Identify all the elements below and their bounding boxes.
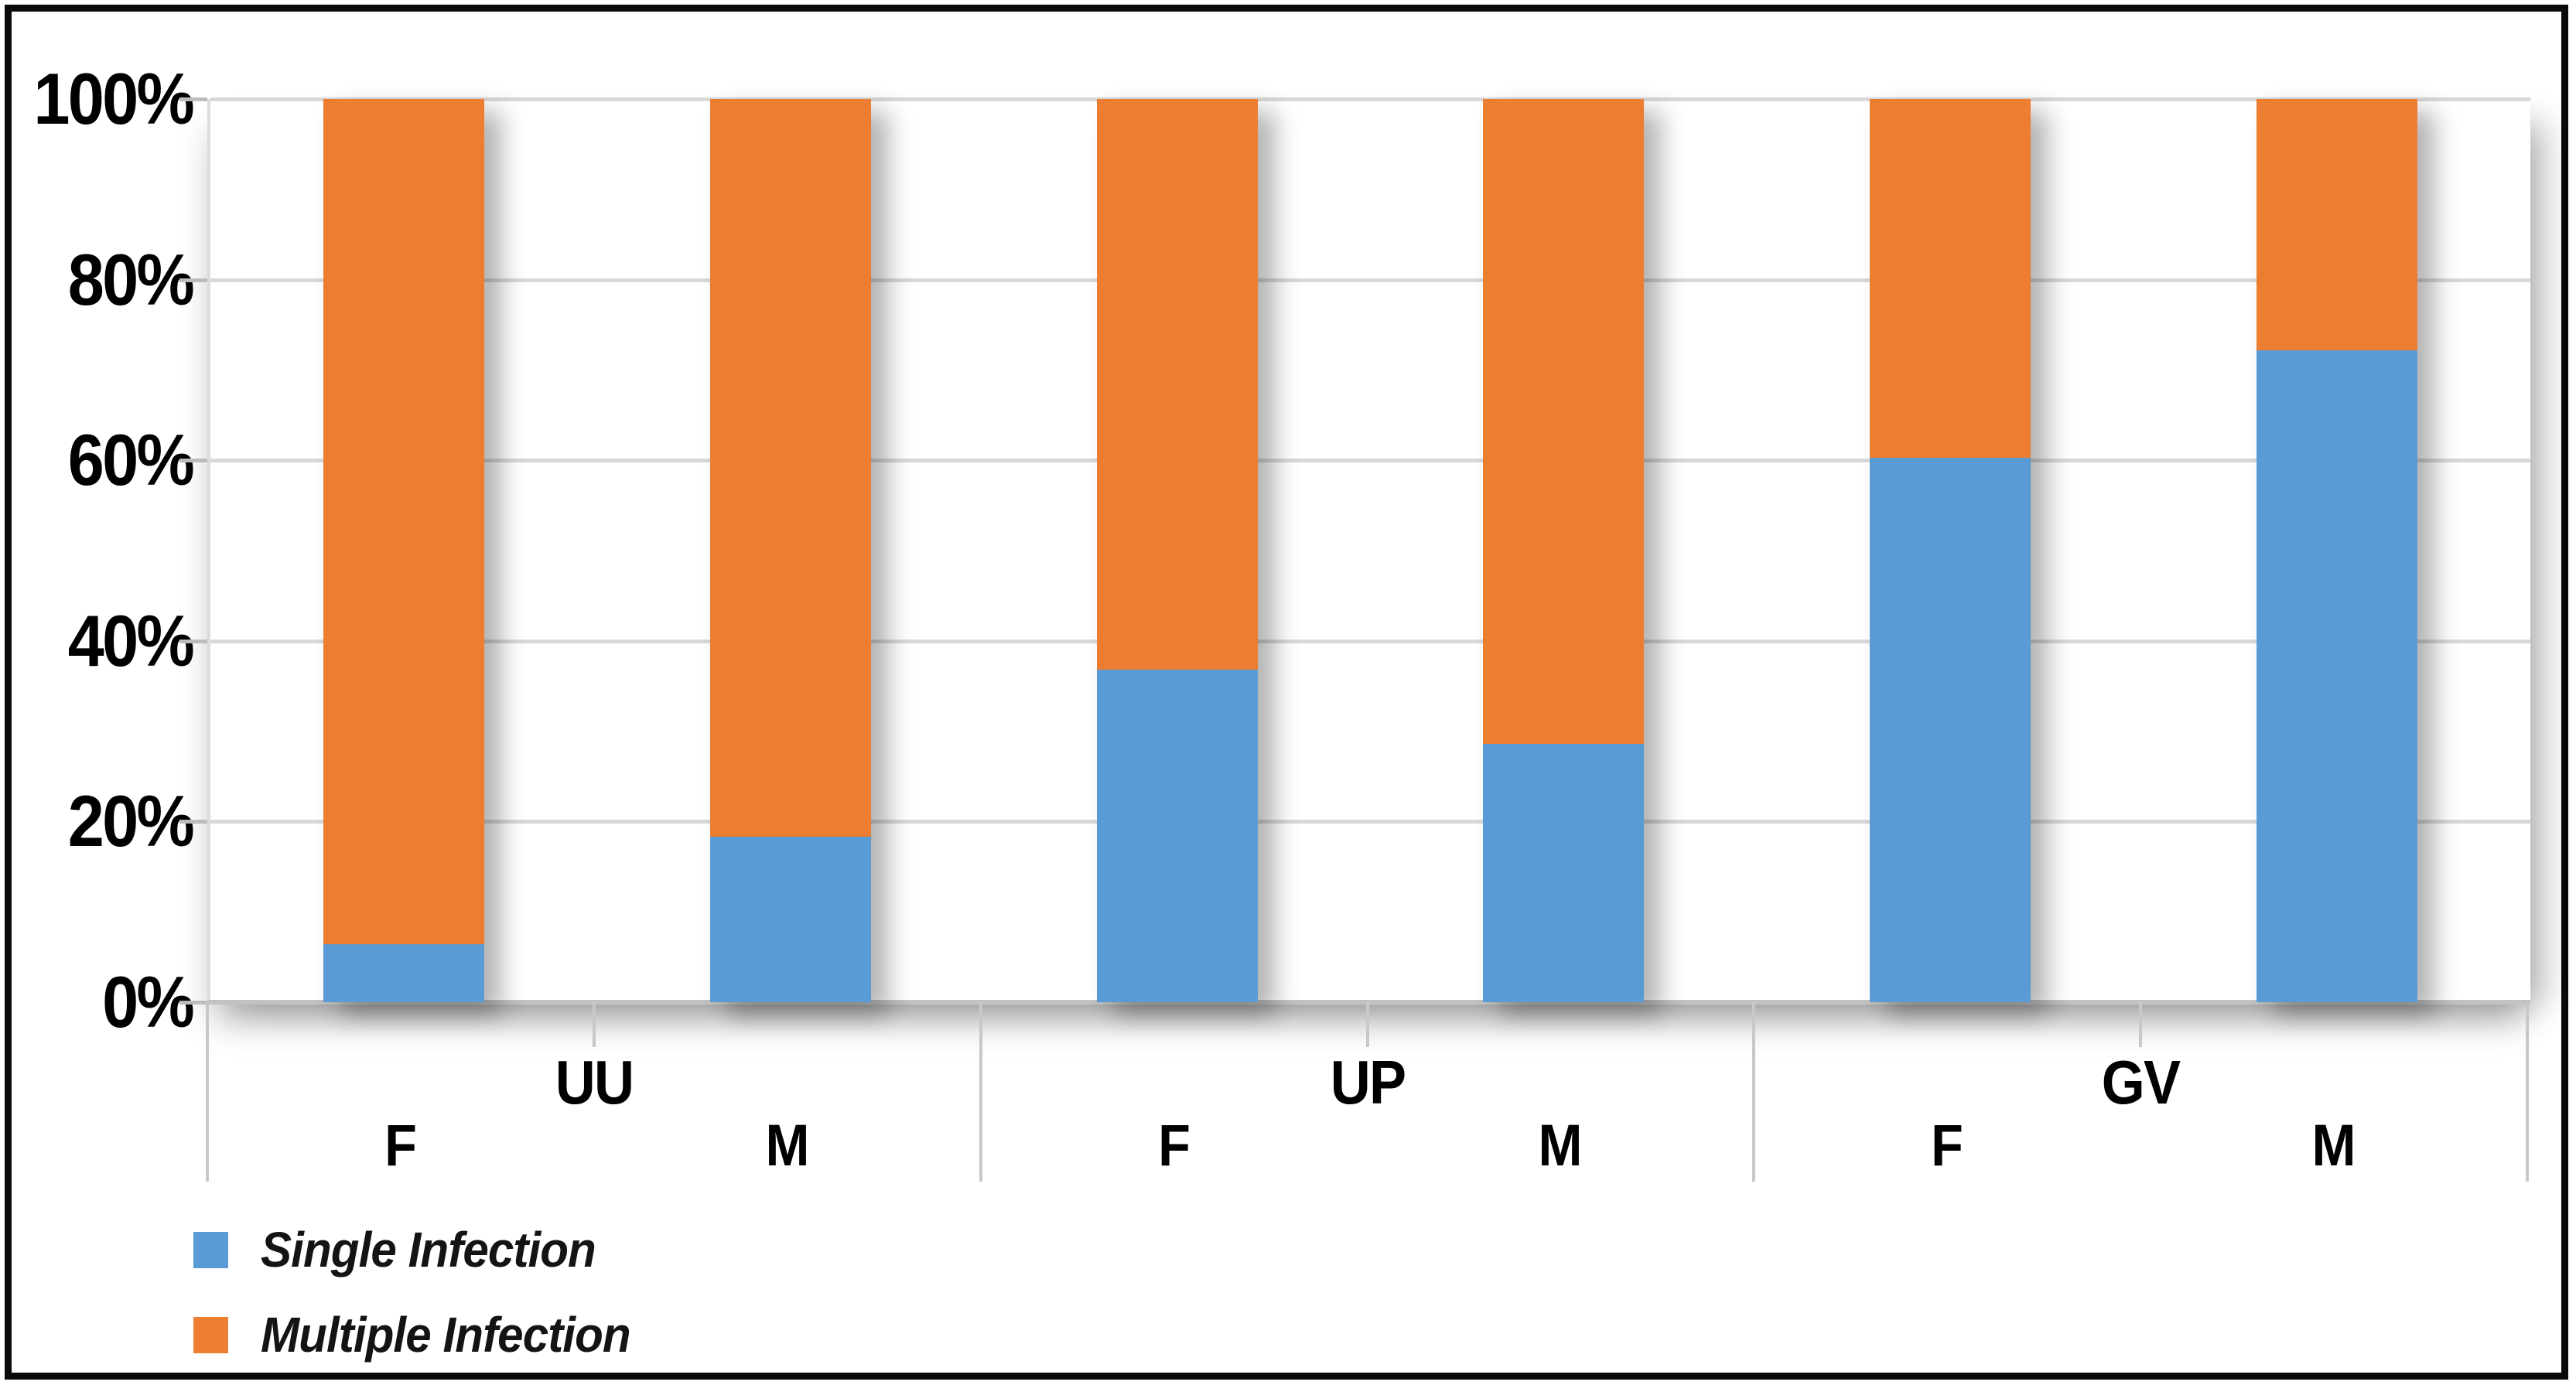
- bar-GV-F: [1870, 99, 2031, 1002]
- y-tick-label: 0%: [102, 961, 195, 1042]
- segment-single-infection: [1483, 743, 1645, 1002]
- category-label-UP-F: F: [1157, 1113, 1191, 1179]
- legend-label: Single Infection: [261, 1222, 596, 1278]
- y-tick-mark: [179, 278, 207, 282]
- group-label-GV: GV: [2101, 1048, 2181, 1117]
- legend-swatch-icon: [193, 1316, 228, 1353]
- gridline: [210, 820, 2530, 824]
- y-tick-mark: [179, 459, 207, 463]
- segment-single-infection: [1096, 670, 1258, 1002]
- bar-UP-F: [1096, 99, 1258, 1002]
- segment-single-infection: [709, 837, 871, 1002]
- bar-UU-M: [709, 99, 871, 1002]
- y-tick-label: 100%: [33, 58, 194, 139]
- segment-single-infection: [323, 944, 484, 1002]
- segment-multiple-infection: [1870, 99, 2031, 458]
- group-divider-line: [1752, 1002, 1756, 1182]
- figure-border-frame: UU UP GV F M F M F M Single Infection Multiple In…: [5, 5, 2568, 1380]
- plot-area: [207, 97, 2530, 1005]
- legend-swatch-icon: [193, 1231, 228, 1268]
- y-tick-label: 80%: [67, 238, 195, 320]
- group-label-UU: UU: [555, 1048, 634, 1117]
- y-tick-label: 40%: [67, 599, 195, 681]
- subcategory-tick: [1365, 1002, 1369, 1047]
- legend-row-multiple-infection: Multiple Infection: [193, 1306, 654, 1363]
- bar-GV-M: [2257, 99, 2418, 1002]
- gridline: [210, 639, 2530, 643]
- category-label-GV-M: M: [2311, 1113, 2356, 1179]
- y-tick-mark: [179, 97, 207, 101]
- group-divider-line: [2526, 1002, 2529, 1182]
- y-tick-mark: [179, 820, 207, 824]
- y-tick-label: 60%: [67, 419, 195, 501]
- legend-label: Multiple Infection: [261, 1307, 631, 1363]
- gridline: [210, 97, 2530, 101]
- segment-single-infection: [1870, 457, 2031, 1002]
- segment-multiple-infection: [1483, 99, 1645, 744]
- y-tick-label: 20%: [67, 780, 195, 862]
- gridline: [210, 459, 2530, 463]
- group-label-UP: UP: [1330, 1048, 1406, 1117]
- subcategory-tick: [592, 1002, 596, 1047]
- segment-multiple-infection: [2257, 99, 2418, 350]
- segment-single-infection: [2257, 350, 2418, 1002]
- x-axis-line: [207, 1000, 2530, 1005]
- bar-UP-M: [1483, 99, 1645, 1002]
- y-tick-mark: [179, 1001, 207, 1005]
- group-divider-line: [206, 1002, 209, 1182]
- group-divider-line: [979, 1002, 982, 1182]
- category-label-UP-M: M: [1538, 1113, 1583, 1179]
- segment-multiple-infection: [323, 99, 484, 945]
- segment-multiple-infection: [1096, 99, 1258, 670]
- category-label-UU-F: F: [384, 1113, 417, 1179]
- category-label-GV-F: F: [1931, 1113, 1964, 1179]
- segment-multiple-infection: [709, 99, 871, 837]
- gridline: [210, 278, 2530, 282]
- legend-row-single-infection: Single Infection: [193, 1221, 617, 1278]
- bar-UU-F: [323, 99, 484, 1002]
- category-label-UU-M: M: [765, 1113, 810, 1179]
- y-tick-mark: [179, 639, 207, 643]
- subcategory-tick: [2139, 1002, 2143, 1047]
